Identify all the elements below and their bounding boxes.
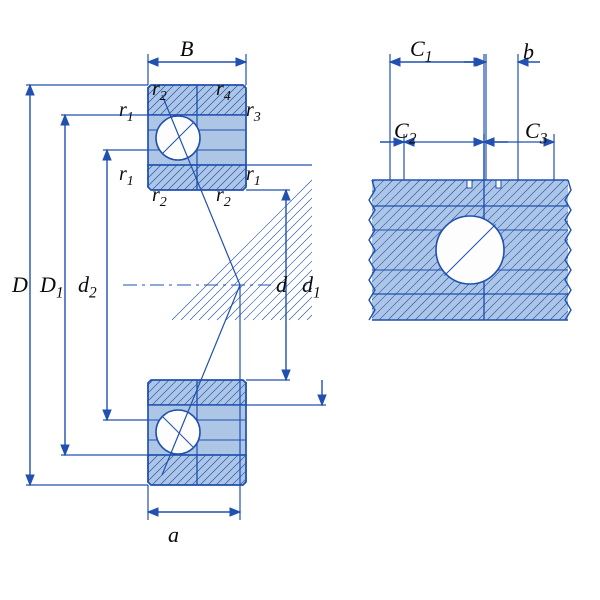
label-d1: d1 [302,272,321,302]
label-d2: d2 [78,272,97,302]
label-D1: D1 [40,272,64,302]
label-C1: C1 [410,36,432,66]
label-r2-top-left: r2 [152,78,167,105]
label-C3: C3 [525,118,547,148]
label-r1-mid-right: r1 [246,163,261,190]
label-a: a [168,522,179,548]
label-d: d [276,272,287,298]
label-r1-top-left: r1 [119,99,134,126]
label-D: D [12,272,28,298]
label-C2: C2 [394,118,416,148]
label-b: b [523,39,534,65]
label-r3: r3 [246,99,261,126]
label-B: B [180,36,193,62]
label-r2-mid-left: r2 [152,184,167,211]
label-r2-mid-right: r2 [216,184,231,211]
label-r4: r4 [216,78,231,105]
diagram-canvas: Br2 r4 r1 r3 r1 r1 r2 r2 D D1 d2 d d1 a C1 b C2 C3 [0,0,600,600]
label-r1-mid-left: r1 [119,163,134,190]
